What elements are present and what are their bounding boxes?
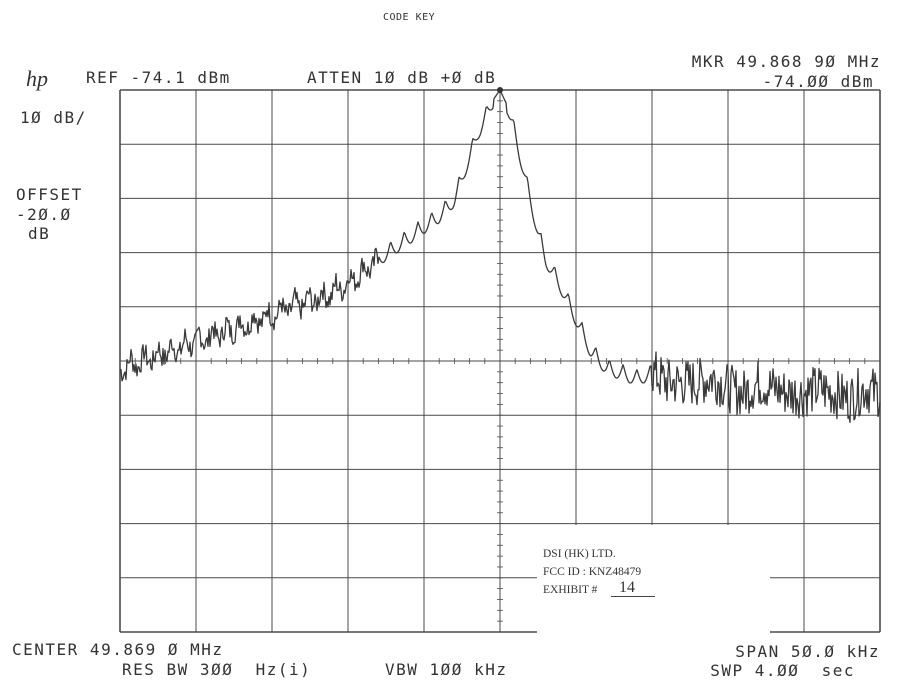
exhibit-label: DSI (HK) LTD. FCC ID : KNZ48479 EXHIBIT … bbox=[537, 525, 770, 635]
center-frequency: CENTER 49.869 Ø MHz bbox=[12, 640, 224, 659]
sweep-time: SWP 4.ØØ sec bbox=[710, 661, 855, 680]
resolution-bandwidth: RES BW 3ØØ Hz(i) bbox=[122, 660, 312, 679]
marker-amplitude: -74.ØØ dBm bbox=[762, 72, 874, 91]
offset-label: OFFSET bbox=[16, 185, 83, 204]
attenuation: ATTEN 1Ø dB +Ø dB bbox=[307, 68, 497, 87]
fcc-id: FCC ID : KNZ48479 bbox=[543, 566, 642, 578]
video-bandwidth: VBW 1ØØ kHz bbox=[385, 660, 508, 679]
vertical-scale: 1Ø dB/ bbox=[20, 108, 87, 127]
exhibit-underline bbox=[611, 596, 655, 597]
offset-unit: dB bbox=[28, 224, 51, 243]
company-name: DSI (HK) LTD. bbox=[543, 548, 616, 560]
frequency-span: SPAN 5Ø.Ø kHz bbox=[735, 642, 880, 661]
page-title: CODE KEY bbox=[383, 12, 436, 23]
hp-logo: hp bbox=[26, 66, 48, 91]
exhibit-label-text: EXHIBIT # bbox=[543, 584, 598, 596]
marker-dot bbox=[497, 87, 503, 93]
exhibit-number: 14 bbox=[619, 579, 635, 596]
offset-value: -2Ø.Ø bbox=[16, 205, 72, 224]
marker-frequency: MKR 49.868 9Ø MHz bbox=[691, 52, 881, 71]
reference-level: REF -74.1 dBm bbox=[86, 68, 231, 87]
